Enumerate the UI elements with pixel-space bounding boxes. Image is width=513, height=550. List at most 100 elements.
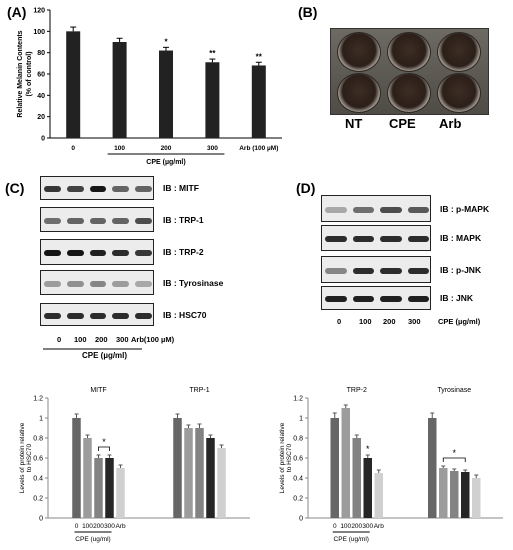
band (135, 186, 152, 192)
band (352, 206, 374, 213)
label-arb: Arb (439, 116, 462, 131)
band (325, 267, 347, 274)
panel-b-label: (B) (298, 4, 318, 20)
bar (105, 458, 114, 518)
blot-label-c: IB : Tyrosinase (163, 277, 224, 288)
y-tick-label: 0.6 (293, 456, 303, 463)
band (407, 296, 429, 302)
band (380, 236, 402, 242)
band (380, 267, 402, 274)
band (89, 217, 107, 224)
bar (184, 428, 193, 518)
band (135, 280, 152, 287)
blot-strip-c (40, 303, 154, 326)
bar (116, 468, 125, 518)
melanin-bar-chart: 0 20 40 60 80 100 120 Relative Melanin Contents… (17, 8, 282, 166)
bar (205, 62, 220, 139)
band (407, 236, 429, 242)
bar (472, 478, 481, 518)
band (44, 250, 61, 256)
y-tick-label: 80 (37, 50, 45, 57)
y-tick-label: 20 (37, 114, 45, 121)
band (325, 296, 347, 302)
lane-label-c: 200 (95, 335, 108, 344)
y-axis-label: Relative Melanin Contents (17, 30, 24, 117)
bar (450, 471, 459, 518)
band (407, 267, 429, 274)
trp2-tyrosinase-bar-chart: 0 0.2 0.4 0.6 0.8 1 1.2 Levels of protein relat… (279, 387, 503, 543)
blot-strip-d (321, 225, 431, 251)
significance-mark: ** (209, 49, 216, 58)
x-tick-label: 200 (93, 523, 104, 530)
bar (94, 458, 103, 518)
panel-c-label: (C) (5, 180, 25, 196)
band (66, 217, 84, 224)
well (337, 73, 381, 113)
y-tick-label: 0 (39, 516, 43, 523)
y-tick-label: 0.2 (293, 496, 303, 503)
x-tick-label: 100 (340, 523, 351, 530)
y-tick-label: 0.8 (33, 436, 43, 443)
lane-label-c: 0 (57, 335, 62, 344)
well (437, 32, 481, 72)
y-tick-label: 0.6 (33, 456, 43, 463)
group-title: TRP-1 (189, 387, 209, 394)
y-tick-label: 100 (33, 29, 45, 36)
x-tick-label: 300 (104, 523, 115, 530)
band (44, 312, 61, 319)
band (66, 280, 84, 287)
well (437, 73, 481, 113)
y-tick-label: 0 (299, 516, 303, 523)
y-tick-label: 1 (299, 416, 303, 423)
x-axis-label: CPE (ug/ml) (75, 536, 110, 543)
well (387, 73, 431, 113)
well (387, 32, 431, 72)
x-tick-label: Arb (100 µM) (239, 145, 278, 152)
significance-mark: * (164, 37, 168, 46)
x-tick-label: 300 (362, 523, 373, 530)
lane-label-d: 100 (359, 317, 372, 326)
y-tick-label: 0.8 (293, 436, 303, 443)
y-axis-label: (% of control) (26, 51, 33, 96)
cpe-label-c: CPE (µg/ml) (82, 351, 128, 360)
x-tick-label: 0 (71, 145, 75, 152)
bar (251, 65, 266, 138)
band (66, 312, 84, 319)
bar (352, 438, 361, 518)
bar (83, 438, 92, 518)
group-title: TRP-2 (347, 387, 367, 394)
bar (330, 418, 339, 518)
band (135, 312, 152, 319)
lane-label-c: Arb(100 µM) (131, 335, 175, 344)
group-title: MITF (90, 387, 106, 394)
well-plate-photo (330, 28, 489, 115)
band (89, 280, 107, 287)
x-tick-label: 0 (75, 523, 79, 530)
significance-mark: * (366, 444, 370, 454)
bar (72, 418, 81, 518)
x-axis-label: CPE (µg/ml) (146, 159, 185, 166)
y-axis-label: to HSC70 (286, 444, 293, 473)
bar (363, 458, 372, 518)
bar (173, 418, 182, 518)
mitf-trp1-bar-chart: 0 0.2 0.4 0.6 0.8 1 1.2 Levels of protein relat… (19, 387, 250, 543)
x-tick-label: 0 (333, 523, 337, 530)
bar (112, 42, 127, 138)
y-axis-label: to HSC70 (26, 444, 33, 473)
y-tick-label: 40 (37, 93, 45, 100)
blot-label-d: IB : MAPK (440, 233, 482, 243)
blot-strip-c (40, 270, 154, 295)
band (325, 206, 347, 213)
blot-label-d: IB : JNK (440, 293, 474, 303)
panel-a-label: (A) (7, 4, 27, 20)
bar (461, 472, 470, 518)
blot-label-c: IB : TRP-2 (163, 247, 204, 257)
x-tick-label: 300 (207, 145, 218, 152)
band (89, 250, 107, 256)
significance-mark: * (102, 437, 106, 447)
x-axis-label: CPE (ug/ml) (334, 536, 369, 543)
band (352, 267, 374, 274)
band (112, 217, 130, 224)
band (352, 296, 374, 302)
